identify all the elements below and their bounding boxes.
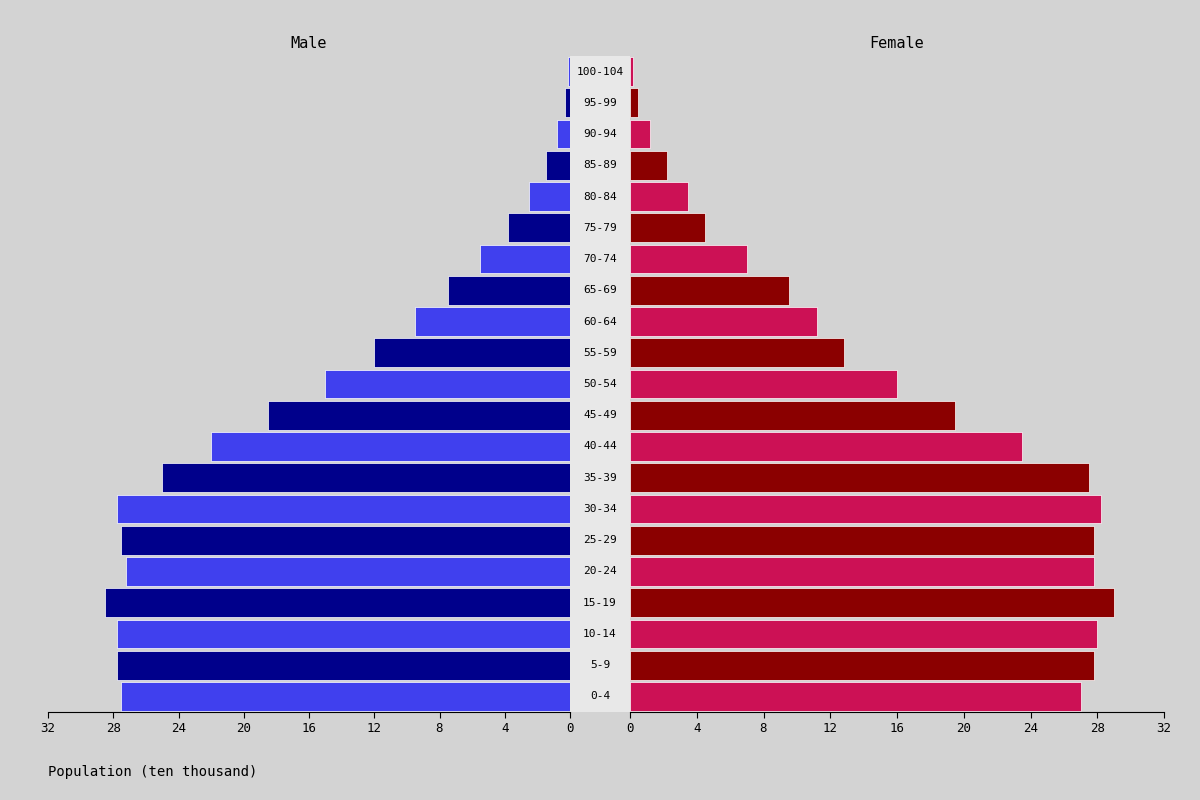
Bar [630, 120, 650, 149]
Text: 60-64: 60-64 [583, 317, 617, 326]
Bar [529, 182, 570, 211]
Bar [546, 151, 570, 180]
Text: 95-99: 95-99 [583, 98, 617, 108]
Text: 30-34: 30-34 [583, 504, 617, 514]
Text: 45-49: 45-49 [583, 410, 617, 420]
Bar [630, 370, 898, 398]
Text: 85-89: 85-89 [583, 160, 617, 170]
Bar [162, 463, 570, 492]
Text: 10-14: 10-14 [583, 629, 617, 639]
Bar [480, 245, 570, 274]
Bar [116, 650, 570, 679]
Text: 90-94: 90-94 [583, 129, 617, 139]
Bar [508, 214, 570, 242]
Text: 50-54: 50-54 [583, 379, 617, 389]
Bar [630, 619, 1097, 648]
Text: 5-9: 5-9 [590, 660, 610, 670]
Bar [630, 526, 1094, 554]
Bar [630, 151, 667, 180]
Text: 65-69: 65-69 [583, 286, 617, 295]
Bar [630, 588, 1114, 617]
Bar [415, 307, 570, 336]
Text: 100-104: 100-104 [576, 66, 624, 77]
Title: Female: Female [870, 36, 924, 50]
Bar [116, 619, 570, 648]
Bar [374, 338, 570, 367]
Bar [106, 588, 570, 617]
Text: 80-84: 80-84 [583, 191, 617, 202]
Text: Population (ten thousand): Population (ten thousand) [48, 765, 257, 779]
Text: 20-24: 20-24 [583, 566, 617, 577]
Bar [325, 370, 570, 398]
Bar [630, 557, 1094, 586]
Bar [630, 650, 1094, 679]
Bar [126, 557, 570, 586]
Bar [630, 338, 844, 367]
Bar [630, 89, 638, 118]
Bar [630, 432, 1022, 461]
Text: 75-79: 75-79 [583, 223, 617, 233]
Bar [630, 276, 788, 305]
Text: 55-59: 55-59 [583, 348, 617, 358]
Bar [557, 120, 570, 149]
Text: 15-19: 15-19 [583, 598, 617, 608]
Bar [630, 494, 1100, 523]
Bar [630, 682, 1080, 710]
Text: 25-29: 25-29 [583, 535, 617, 545]
Text: 70-74: 70-74 [583, 254, 617, 264]
Bar [630, 182, 689, 211]
Bar [269, 401, 570, 430]
Text: 0-4: 0-4 [590, 691, 610, 702]
Title: Male: Male [290, 36, 328, 50]
Bar [630, 214, 706, 242]
Bar [630, 401, 955, 430]
Bar [630, 463, 1088, 492]
Bar [569, 58, 570, 86]
Bar [121, 682, 570, 710]
Text: 35-39: 35-39 [583, 473, 617, 482]
Bar [116, 494, 570, 523]
Bar [211, 432, 570, 461]
Bar [630, 58, 632, 86]
Bar [630, 307, 817, 336]
Bar [565, 89, 570, 118]
Bar [630, 245, 746, 274]
Text: 40-44: 40-44 [583, 442, 617, 451]
Bar [448, 276, 570, 305]
Bar [121, 526, 570, 554]
